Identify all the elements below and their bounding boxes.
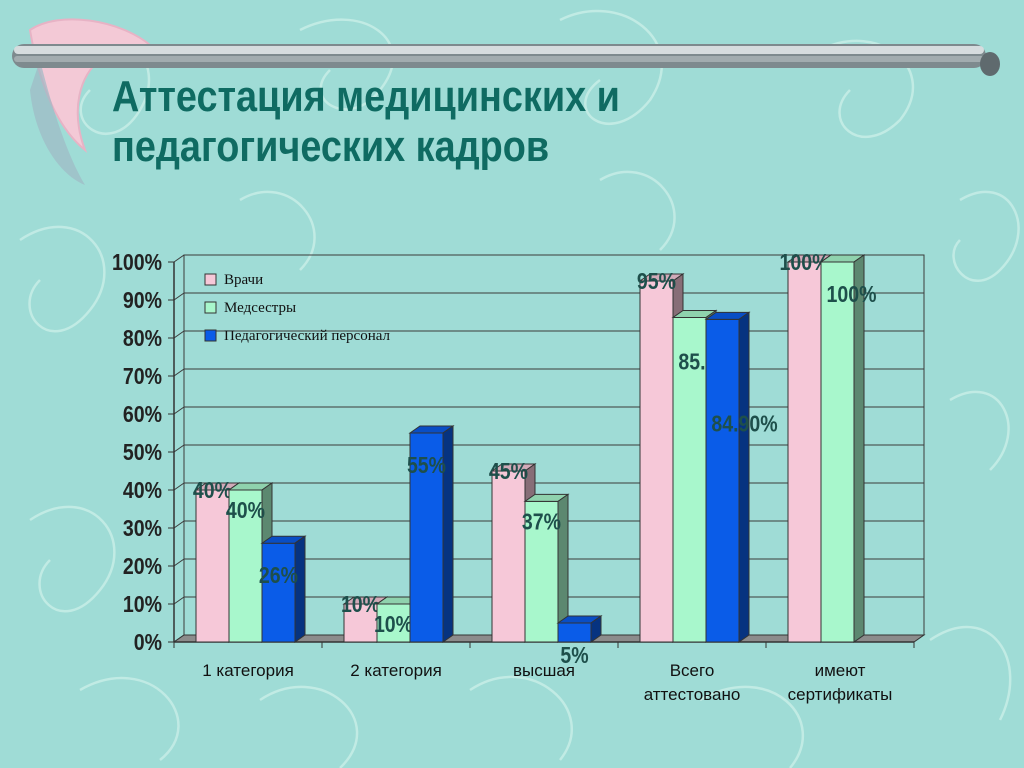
x-tick-label: имеют сертификаты xyxy=(788,661,893,704)
data-label: 55% xyxy=(407,453,446,479)
data-label: 84.90% xyxy=(711,411,777,437)
y-tick-label: 50% xyxy=(123,440,162,466)
gridline-side xyxy=(173,520,185,529)
bar-front xyxy=(639,280,674,643)
x-tick-label: 2 категория xyxy=(350,661,442,680)
x-tick-label: Всего аттестовано xyxy=(644,661,741,704)
data-label: 26% xyxy=(259,563,298,589)
data-label: 10% xyxy=(341,592,380,618)
bar-1-4 xyxy=(819,254,866,643)
data-label: 45% xyxy=(489,459,528,485)
x-tick-label: высшая xyxy=(513,661,575,680)
gridline-side xyxy=(173,482,185,491)
bar-front xyxy=(787,261,822,643)
bar-front xyxy=(557,622,592,643)
gridline-side xyxy=(173,406,185,415)
bar-front xyxy=(672,316,707,643)
gridline-side xyxy=(173,444,185,453)
legend-swatch xyxy=(204,273,217,286)
x-tick-label: 1 категория xyxy=(202,661,294,680)
data-label: 5% xyxy=(560,643,588,669)
gridline-side xyxy=(173,558,185,567)
bar-2-1 xyxy=(408,425,455,643)
slide-title-line-1: Аттестация медицинских и xyxy=(112,72,620,121)
legend: Врачи Медсестры Педагогический персонал xyxy=(204,272,391,344)
bar-front xyxy=(409,432,444,643)
bar-side xyxy=(294,535,306,643)
data-label: 95% xyxy=(637,269,676,295)
bar-side xyxy=(738,311,750,643)
bar-front xyxy=(524,500,559,643)
legend-swatch xyxy=(204,301,217,314)
gridline-side xyxy=(173,254,185,263)
bar-front xyxy=(820,261,855,643)
y-tick-label: 20% xyxy=(123,554,162,580)
legend-label: Врачи xyxy=(224,272,263,288)
legend-label: Медсестры xyxy=(224,300,296,316)
y-tick-label: 10% xyxy=(123,592,162,618)
data-label: 40% xyxy=(226,498,265,524)
legend-swatch xyxy=(204,329,217,342)
gridline-side xyxy=(173,292,185,301)
bar-front xyxy=(705,318,740,643)
bar-front xyxy=(228,489,263,643)
bar-front xyxy=(195,489,230,643)
y-tick-label: 70% xyxy=(123,364,162,390)
legend-label: Педагогический персонал xyxy=(224,328,391,344)
y-tick-label: 40% xyxy=(123,478,162,504)
slide-title: Аттестация медицинских и педагогических … xyxy=(112,72,620,172)
bar-side xyxy=(853,254,865,643)
gridline-side xyxy=(173,596,185,605)
y-tick-label: 90% xyxy=(123,288,162,314)
y-tick-label: 0% xyxy=(134,630,162,656)
y-tick-label: 60% xyxy=(123,402,162,428)
data-label: 37% xyxy=(522,509,561,535)
bar-2-3 xyxy=(704,311,751,643)
data-label: 100% xyxy=(827,282,877,308)
y-tick-label: 80% xyxy=(123,326,162,352)
slide-title-line-2: педагогических кадров xyxy=(112,122,550,171)
y-tick-label: 30% xyxy=(123,516,162,542)
y-tick-label: 100% xyxy=(112,250,162,276)
bar-side xyxy=(442,425,454,643)
gridline-side xyxy=(173,368,185,377)
bar-side xyxy=(590,615,602,643)
data-label: 10% xyxy=(374,612,413,638)
data-label: 40% xyxy=(193,478,232,504)
bar-front xyxy=(491,470,526,643)
bar-front xyxy=(261,542,296,643)
bar-2-2 xyxy=(556,615,603,643)
gridline-side xyxy=(173,330,185,339)
bar-1-2 xyxy=(523,493,570,643)
bar-2-0 xyxy=(260,535,307,643)
bar-front xyxy=(376,603,411,643)
